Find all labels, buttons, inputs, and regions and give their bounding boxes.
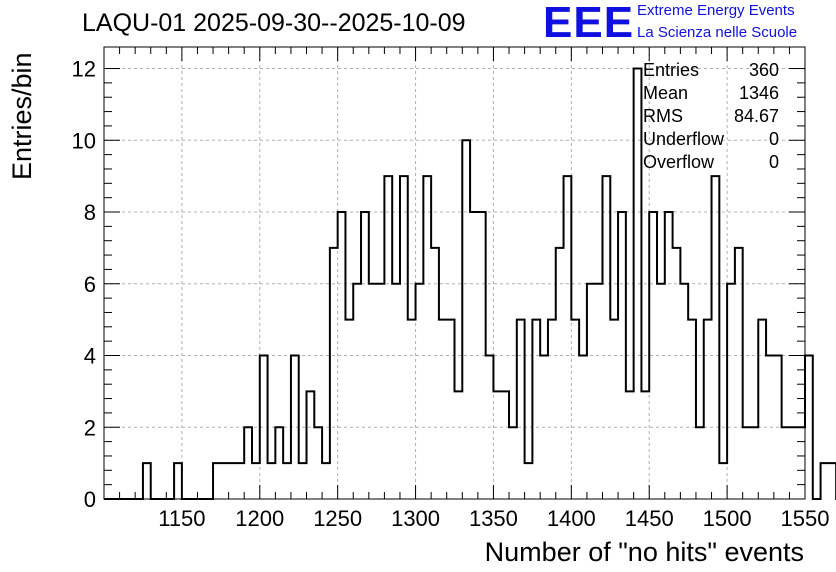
stat-underflow-label: Underflow	[643, 129, 725, 149]
x-tick-label: 1300	[391, 506, 440, 531]
stat-rms-value: 84.67	[733, 106, 779, 126]
y-tick-label: 0	[84, 487, 96, 512]
stat-overflow-value: 0	[768, 152, 779, 172]
y-tick-label: 10	[72, 128, 96, 153]
eee-logo: EEE	[543, 0, 635, 47]
stat-entries-value: 360	[748, 60, 779, 80]
x-tick-label: 1350	[469, 506, 518, 531]
y-axis-label: Entries/bin	[7, 52, 37, 180]
logo-subtitle-1: Extreme Energy Events	[637, 2, 795, 19]
y-tick-label: 2	[84, 415, 96, 440]
stat-overflow-label: Overflow	[643, 152, 715, 172]
y-tick-label: 12	[72, 57, 96, 82]
stat-mean-label: Mean	[643, 83, 689, 103]
x-tick-label: 1450	[625, 506, 674, 531]
x-tick-label: 1150	[158, 506, 205, 531]
axis-ticks	[103, 47, 806, 500]
histogram-line	[104, 67, 836, 500]
grid-layer	[104, 47, 806, 499]
x-tick-label: 1400	[547, 506, 596, 531]
y-tick-label: 4	[84, 344, 96, 369]
stat-mean-value: 1346	[738, 83, 779, 103]
y-tick-label: 6	[84, 272, 96, 297]
logo-subtitle-2: La Scienza nelle Scuole	[637, 24, 798, 41]
x-tick-label: 1500	[703, 506, 752, 531]
stat-underflow-value: 0	[768, 129, 779, 149]
tick-labels: 1150 1200 1250 1300 1350 1400 1450 1500 15500246…	[72, 57, 830, 531]
stat-entries-label: Entries	[643, 60, 700, 80]
x-tick-label: 1200	[235, 506, 284, 531]
chart-title: LAQU-01 2025-09-30--2025-10-09	[82, 9, 466, 37]
stat-rms-label: RMS	[643, 106, 683, 126]
x-axis-label: Number of "no hits" events	[484, 537, 804, 567]
plot-frame	[103, 46, 806, 500]
x-tick-label: 1250	[313, 506, 362, 531]
y-tick-label: 8	[84, 200, 96, 225]
x-tick-label: 1550	[781, 506, 830, 531]
